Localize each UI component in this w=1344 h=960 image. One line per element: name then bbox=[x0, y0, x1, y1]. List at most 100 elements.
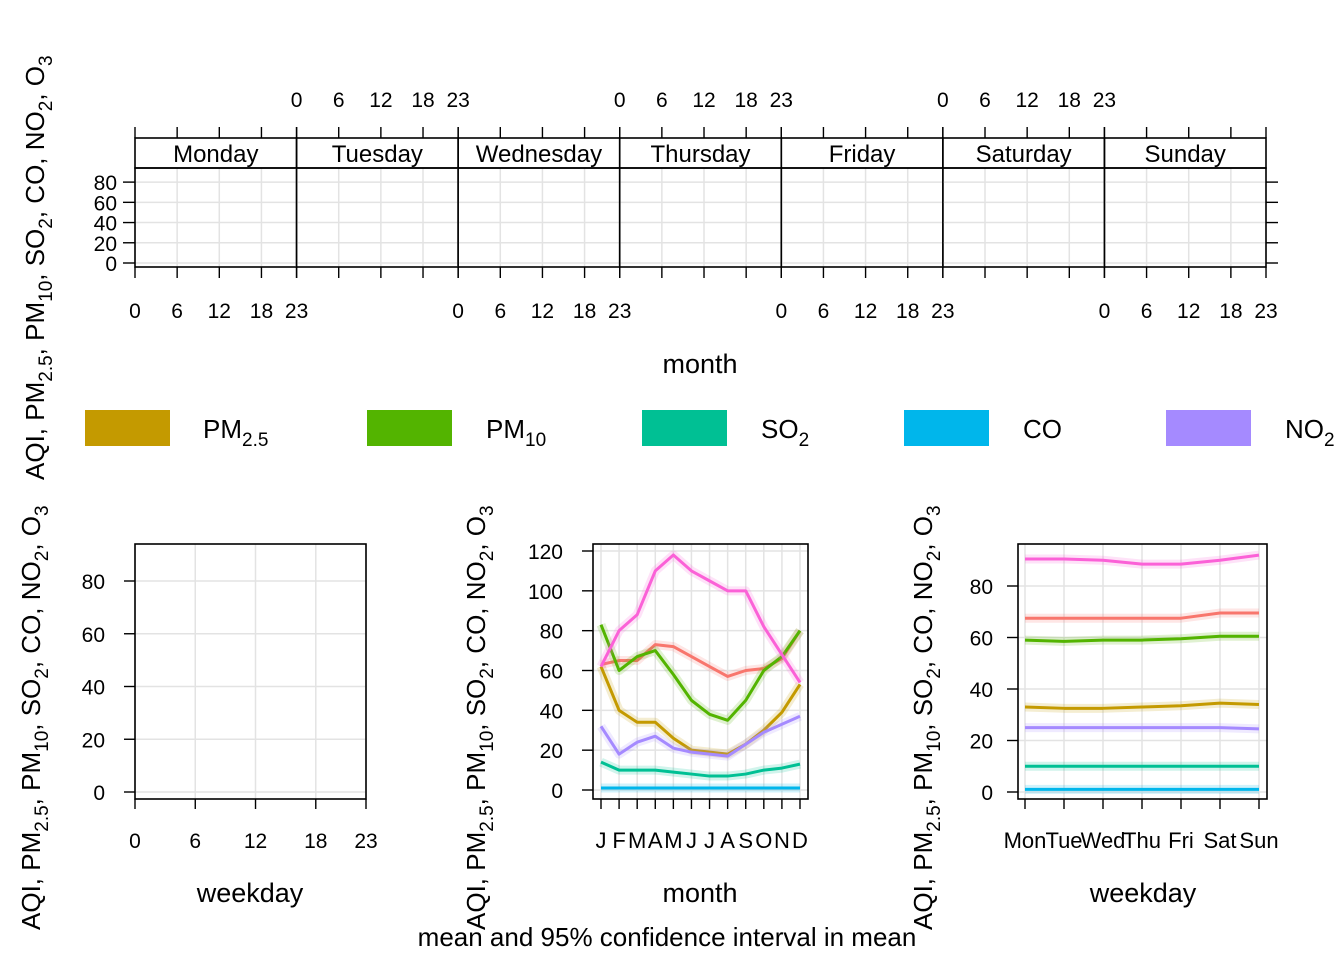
series-line bbox=[599, 714, 801, 758]
y-axis-label: AQI, PM2.5, PM10, SO2, CO, NO2, O3 bbox=[908, 505, 945, 930]
label-text: CO bbox=[1023, 414, 1062, 444]
label-text: AQI, PM bbox=[16, 832, 46, 930]
x-tick-label: 18 bbox=[573, 300, 596, 323]
subscript-text: 2 bbox=[924, 551, 945, 562]
label-text: , O bbox=[16, 516, 46, 551]
y-tick-label: 40 bbox=[970, 679, 993, 702]
series-line bbox=[1024, 634, 1259, 643]
series-line bbox=[1025, 726, 1260, 731]
x-tick-label: J bbox=[704, 828, 715, 853]
series-line bbox=[1025, 611, 1259, 620]
y-tick-label: 20 bbox=[970, 731, 993, 754]
legend-swatch bbox=[85, 410, 170, 446]
x-tick-label: 12 bbox=[244, 830, 267, 853]
x-tick-label: 6 bbox=[656, 89, 668, 112]
label-text: , SO bbox=[461, 679, 491, 731]
label-text: , CO, NO bbox=[908, 561, 938, 668]
x-tick-label: 23 bbox=[608, 300, 631, 323]
label-text: , SO bbox=[16, 679, 46, 731]
x-tick-label: 0 bbox=[129, 300, 141, 323]
subscript-text: 3 bbox=[32, 505, 53, 516]
label-text: , PM bbox=[20, 302, 50, 355]
subscript-text: 3 bbox=[924, 505, 945, 516]
legend-label: PM2.5 bbox=[203, 414, 268, 451]
label-text: , SO bbox=[20, 229, 50, 281]
subscript-text: 2.5 bbox=[477, 805, 498, 831]
legend-label: CO bbox=[1023, 414, 1062, 444]
panel-box bbox=[592, 543, 809, 800]
y-tick-label: 80 bbox=[94, 172, 117, 195]
legend-swatch bbox=[1166, 410, 1251, 446]
subscript-text: 2.5 bbox=[32, 805, 53, 831]
strip-label: Friday bbox=[829, 141, 896, 168]
series-line bbox=[599, 624, 802, 722]
legend-label: PM10 bbox=[486, 414, 546, 451]
label-text: , O bbox=[908, 516, 938, 551]
label-text: , O bbox=[20, 66, 50, 101]
x-tick-label: 23 bbox=[354, 830, 377, 853]
series-line bbox=[1025, 553, 1260, 566]
x-tick-label: Tue bbox=[1045, 828, 1082, 853]
x-tick-label: Fri bbox=[1168, 828, 1194, 853]
y-axis-label: AQI, PM2.5, PM10, SO2, CO, NO2, O3 bbox=[461, 505, 498, 930]
subscript-text: 10 bbox=[36, 281, 57, 302]
x-tick-label: Mon bbox=[1004, 828, 1047, 853]
subscript-text: 2 bbox=[32, 668, 53, 679]
y-tick-label: 120 bbox=[528, 541, 563, 564]
x-tick-label: J bbox=[686, 828, 697, 853]
x-tick-label: Thu bbox=[1123, 828, 1161, 853]
strip-label: Sunday bbox=[1145, 141, 1226, 168]
legend-swatch bbox=[904, 410, 989, 446]
subscript-text: 2.5 bbox=[924, 805, 945, 831]
x-tick-label: 12 bbox=[208, 300, 231, 323]
subscript-text: 2 bbox=[799, 430, 810, 451]
subscript-text: 10 bbox=[32, 731, 53, 752]
strip-label: Saturday bbox=[976, 141, 1072, 168]
y-tick-label: 60 bbox=[82, 624, 105, 647]
legend-swatch bbox=[642, 410, 727, 446]
series-line bbox=[1024, 701, 1260, 710]
x-tick-label: 23 bbox=[931, 300, 954, 323]
x-tick-label: M bbox=[628, 828, 646, 853]
x-tick-label: 12 bbox=[854, 300, 877, 323]
y-tick-label: 20 bbox=[540, 740, 563, 763]
subscript-text: 2 bbox=[32, 551, 53, 562]
x-tick-label: 12 bbox=[1015, 89, 1038, 112]
subscript-text: 3 bbox=[36, 55, 57, 66]
label-text: PM bbox=[486, 414, 525, 444]
y-tick-label: 80 bbox=[82, 571, 105, 594]
strip-label: Monday bbox=[173, 141, 258, 168]
y-tick-label: 100 bbox=[528, 581, 563, 604]
label-text: , CO, NO bbox=[16, 561, 46, 668]
y-tick-label: 40 bbox=[94, 213, 117, 236]
subscript-text: 2 bbox=[1324, 430, 1335, 451]
label-text: AQI, PM bbox=[908, 832, 938, 930]
x-tick-label: 18 bbox=[896, 300, 919, 323]
x-tick-label: 18 bbox=[1058, 89, 1081, 112]
x-tick-label: 6 bbox=[171, 300, 183, 323]
x-tick-label: A bbox=[720, 828, 735, 853]
x-tick-label: 12 bbox=[369, 89, 392, 112]
x-tick-label: 23 bbox=[446, 89, 469, 112]
label-text: , SO bbox=[908, 679, 938, 731]
x-tick-label: Sun bbox=[1239, 828, 1278, 853]
label-text: SO bbox=[761, 414, 799, 444]
y-tick-label: 20 bbox=[82, 729, 105, 752]
x-tick-label: 23 bbox=[770, 89, 793, 112]
strip-label: Tuesday bbox=[332, 141, 423, 168]
subscript-text: 2 bbox=[36, 101, 57, 112]
x-tick-label: 12 bbox=[1177, 300, 1200, 323]
y-axis-label: AQI, PM2.5, PM10, SO2, CO, NO2, O3 bbox=[16, 505, 53, 930]
x-tick-label: 6 bbox=[979, 89, 991, 112]
y-tick-label: 60 bbox=[540, 661, 563, 684]
x-tick-label: J bbox=[596, 828, 607, 853]
legend-label: SO2 bbox=[761, 414, 809, 451]
x-tick-label: 0 bbox=[129, 830, 141, 853]
legend-swatch bbox=[367, 410, 452, 446]
label-text: , CO, NO bbox=[20, 111, 50, 218]
x-tick-label: N bbox=[774, 828, 790, 853]
y-tick-label: 80 bbox=[540, 621, 563, 644]
x-axis-label: weekday bbox=[1089, 878, 1197, 908]
x-tick-label: 0 bbox=[452, 300, 464, 323]
subscript-text: 2.5 bbox=[36, 355, 57, 381]
